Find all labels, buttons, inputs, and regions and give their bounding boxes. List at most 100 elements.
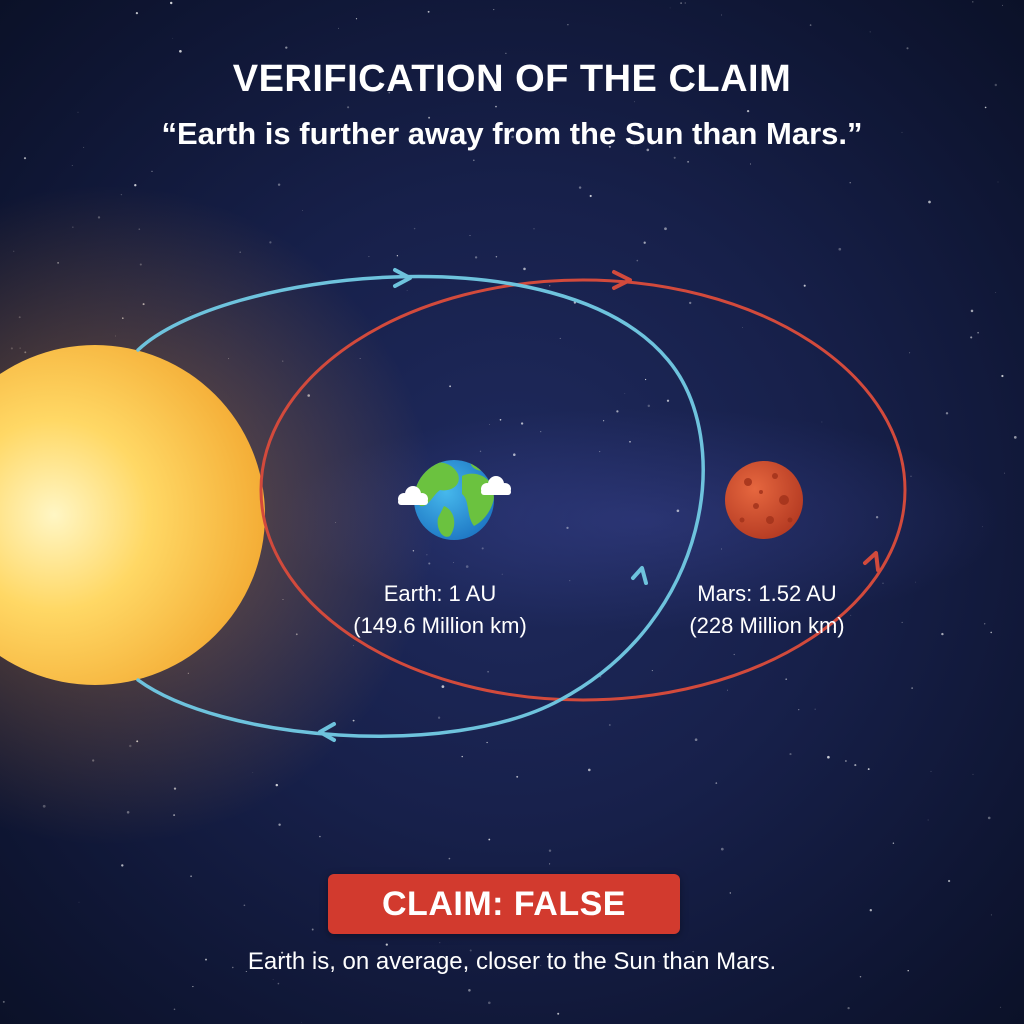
star	[647, 404, 651, 408]
star	[994, 83, 998, 87]
star	[741, 327, 743, 328]
star	[977, 331, 979, 334]
star	[982, 526, 983, 528]
claim-quote: “Earth is further away from the Sun than…	[161, 116, 863, 151]
star	[511, 135, 514, 139]
star	[302, 210, 304, 211]
star	[461, 755, 463, 758]
star	[427, 10, 430, 13]
star	[915, 581, 916, 583]
star	[984, 623, 986, 625]
star	[733, 653, 735, 656]
star	[869, 31, 871, 33]
star	[453, 562, 455, 564]
star	[135, 11, 139, 15]
star	[469, 949, 472, 952]
star	[720, 548, 722, 550]
star	[121, 864, 124, 867]
star	[990, 914, 992, 916]
star	[243, 904, 246, 907]
earth-orbit-arrow-top	[393, 268, 412, 288]
verdict-badge: CLAIM: FALSE	[328, 874, 680, 934]
earth-orbit	[136, 274, 705, 738]
star	[687, 160, 690, 163]
star	[472, 159, 475, 162]
star	[901, 131, 903, 133]
star	[368, 256, 370, 258]
star	[676, 509, 680, 513]
star	[669, 7, 671, 9]
star	[439, 68, 441, 70]
star	[970, 309, 974, 313]
star	[869, 909, 872, 912]
star	[540, 431, 542, 433]
star	[850, 614, 852, 616]
earth-label: Earth: 1 AU (149.6 Million km)	[290, 578, 590, 642]
star	[449, 385, 451, 388]
star	[972, 773, 974, 775]
star	[516, 775, 519, 778]
star	[319, 835, 321, 838]
star	[608, 724, 611, 726]
mars-label: Mars: 1.52 AU (228 Million km)	[617, 578, 917, 642]
star	[849, 182, 851, 184]
star	[972, 1, 974, 3]
star	[616, 410, 619, 413]
star	[892, 842, 895, 844]
star	[338, 27, 339, 29]
star	[692, 951, 694, 953]
star	[803, 284, 806, 287]
mars-orbit-arrow-top	[612, 270, 632, 290]
star	[672, 77, 675, 80]
star	[272, 979, 274, 980]
star	[785, 678, 788, 681]
sun	[0, 345, 265, 685]
star	[557, 1012, 560, 1015]
star	[488, 838, 491, 841]
star	[746, 109, 750, 113]
star	[947, 879, 951, 883]
star	[578, 186, 582, 189]
star	[867, 768, 870, 771]
star	[513, 453, 516, 456]
star	[882, 582, 884, 584]
star	[911, 687, 913, 689]
star	[495, 255, 498, 258]
star	[854, 764, 857, 767]
star	[439, 942, 441, 944]
star	[945, 412, 949, 415]
star	[970, 336, 973, 339]
mars-orbit	[259, 278, 907, 702]
earth-orbit-arrow-right	[631, 566, 648, 585]
star	[285, 46, 288, 49]
star	[906, 47, 909, 50]
star	[347, 106, 350, 109]
star	[83, 146, 85, 148]
star	[465, 565, 469, 568]
star	[277, 183, 281, 186]
star	[789, 753, 792, 756]
star	[651, 670, 653, 672]
star	[301, 1022, 302, 1023]
star	[486, 741, 488, 744]
star	[689, 301, 692, 305]
earth-planet-icon	[398, 460, 511, 540]
star	[540, 965, 542, 967]
star	[134, 184, 137, 187]
star	[680, 2, 682, 4]
star	[809, 24, 812, 26]
star	[599, 451, 601, 453]
star	[468, 989, 471, 992]
star	[847, 1006, 850, 1010]
star	[169, 1, 173, 5]
star	[179, 49, 182, 53]
mars-orbit-arrow-right	[863, 551, 880, 572]
star	[505, 52, 507, 54]
star	[1001, 374, 1004, 378]
star	[481, 547, 484, 550]
star	[1013, 436, 1017, 439]
star	[984, 106, 987, 109]
star	[487, 670, 489, 673]
